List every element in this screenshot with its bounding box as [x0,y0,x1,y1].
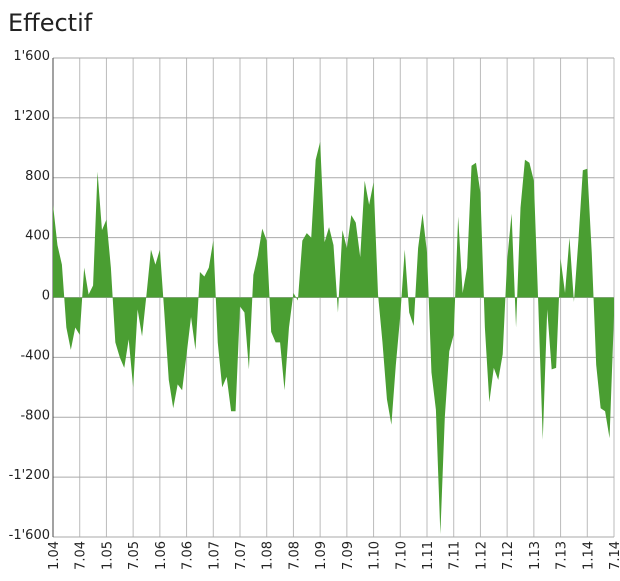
x-tick-label: 1.07 [207,541,222,570]
x-tick-label: 1.04 [47,541,62,570]
y-tick-label: -1'200 [9,468,50,483]
x-tick-label: 7.07 [234,541,249,570]
x-tick-label: 7.10 [394,541,409,570]
x-tick-label: 7.05 [127,541,142,570]
y-tick-label: -800 [20,408,50,423]
x-tick-label: 7.14 [608,541,620,570]
x-tick-label: 1.14 [581,541,596,570]
x-tick-label: 1.06 [154,541,169,570]
x-tick-label: 7.11 [448,541,463,570]
x-tick-label: 1.08 [261,541,276,570]
x-tick-label: 7.08 [287,541,302,570]
y-tick-label: 1'200 [13,109,50,124]
x-tick-label: 1.13 [528,541,543,570]
x-tick-label: 7.04 [74,541,89,570]
x-tick-label: 7.12 [501,541,516,570]
x-tick-label: 1.11 [421,541,436,570]
x-tick-label: 7.09 [341,541,356,570]
x-tick-label: 1.12 [474,541,489,570]
y-tick-label: -1'600 [9,528,50,543]
chart-title: Effectif [8,9,93,37]
x-tick-label: 7.13 [555,541,570,570]
y-tick-label: 800 [25,169,50,184]
x-tick-label: 1.05 [100,541,115,570]
y-tick-label: 0 [42,289,50,304]
y-tick-label: 1'600 [13,49,50,64]
x-tick-label: 7.06 [181,541,196,570]
x-tick-label: 1.10 [368,541,383,570]
x-tick-label: 1.09 [314,541,329,570]
y-tick-label: -400 [20,348,50,363]
area [53,141,614,535]
y-tick-label: 400 [25,229,50,244]
